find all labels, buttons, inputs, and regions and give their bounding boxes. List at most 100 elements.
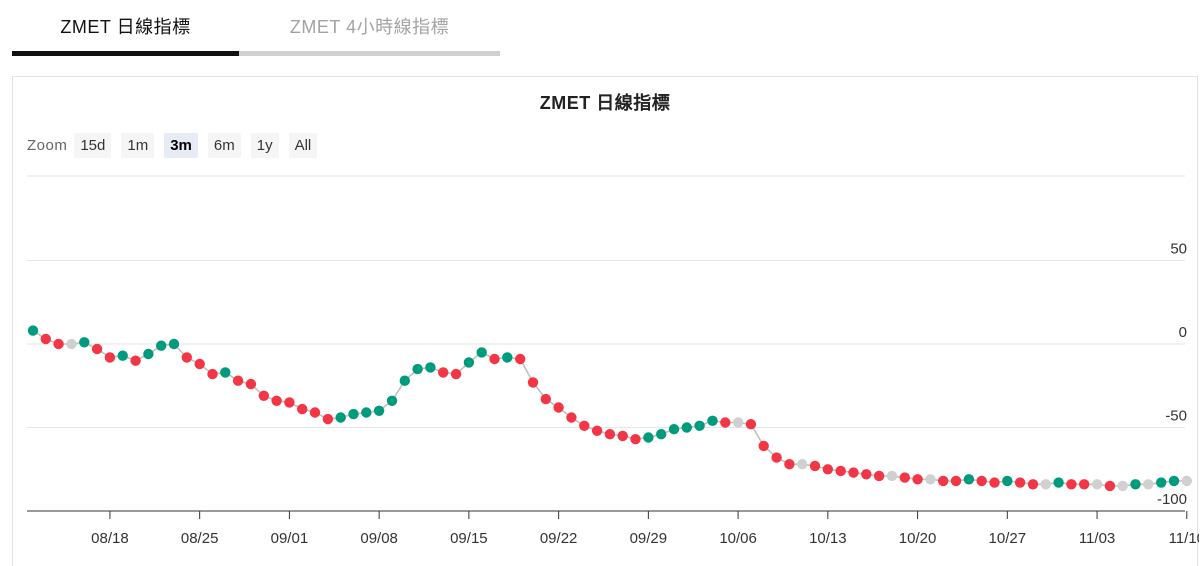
data-point[interactable]	[348, 408, 359, 420]
data-point[interactable]	[1104, 480, 1116, 492]
data-point[interactable]	[143, 348, 154, 360]
data-point[interactable]	[976, 475, 987, 487]
data-point[interactable]	[861, 469, 872, 480]
data-point[interactable]	[720, 417, 731, 428]
data-point[interactable]	[707, 415, 718, 426]
data-point[interactable]	[566, 412, 577, 423]
data-point[interactable]	[220, 367, 231, 378]
data-point[interactable]	[309, 407, 321, 418]
data-point[interactable]	[797, 459, 808, 470]
data-point[interactable]	[1066, 479, 1077, 490]
data-point[interactable]	[463, 357, 475, 368]
data-point[interactable]	[809, 460, 821, 472]
data-point[interactable]	[835, 465, 846, 477]
data-point[interactable]	[425, 362, 436, 373]
zoom-3m-button[interactable]: 3m	[164, 133, 198, 158]
data-point[interactable]	[694, 420, 705, 431]
data-point[interactable]	[1040, 479, 1052, 490]
data-point[interactable]	[950, 475, 962, 487]
data-point[interactable]	[617, 430, 628, 442]
data-point[interactable]	[373, 405, 385, 416]
data-point[interactable]	[27, 325, 39, 336]
data-point[interactable]	[66, 338, 77, 350]
data-point[interactable]	[117, 350, 128, 361]
zoom-6m-button[interactable]: 6m	[207, 133, 241, 158]
data-point[interactable]	[604, 429, 616, 440]
data-point[interactable]	[630, 434, 641, 445]
data-point[interactable]	[386, 395, 398, 406]
data-point[interactable]	[758, 440, 769, 452]
data-point[interactable]	[912, 474, 923, 485]
data-point[interactable]	[989, 477, 1000, 488]
data-point[interactable]	[130, 355, 141, 366]
data-point[interactable]	[438, 367, 449, 378]
data-point[interactable]	[40, 333, 51, 345]
data-point[interactable]	[1091, 479, 1103, 490]
zoom-all-button[interactable]: All	[288, 133, 318, 158]
data-point[interactable]	[104, 352, 116, 363]
data-point[interactable]	[873, 470, 885, 482]
data-point[interactable]	[822, 464, 833, 475]
data-point[interactable]	[643, 432, 654, 443]
data-point[interactable]	[476, 347, 487, 358]
data-point[interactable]	[745, 419, 757, 430]
data-point[interactable]	[361, 407, 372, 418]
data-point[interactable]	[886, 470, 898, 482]
data-point[interactable]	[963, 474, 975, 485]
data-point[interactable]	[156, 340, 167, 351]
data-point[interactable]	[91, 343, 103, 355]
data-point[interactable]	[245, 378, 257, 390]
data-point[interactable]	[181, 352, 192, 363]
data-point[interactable]	[681, 422, 692, 433]
data-point[interactable]	[527, 377, 539, 388]
zoom-15d-button[interactable]: 15d	[74, 133, 112, 158]
indicator-plot[interactable]: 50 0 -50 -100 08/18 08/25 09/01 09/08 09/15 09/22…	[13, 77, 1199, 563]
data-point[interactable]	[1002, 475, 1013, 487]
data-point[interactable]	[1181, 475, 1193, 487]
data-point[interactable]	[771, 452, 782, 463]
data-point[interactable]	[1079, 479, 1090, 490]
data-point[interactable]	[591, 425, 603, 436]
data-point[interactable]	[515, 353, 526, 365]
data-point[interactable]	[925, 474, 936, 485]
data-point[interactable]	[271, 395, 282, 406]
data-point[interactable]	[322, 413, 334, 425]
data-point[interactable]	[284, 397, 295, 408]
data-point[interactable]	[1053, 477, 1064, 488]
tab-daily-indicator[interactable]: ZMET 日線指標	[60, 17, 191, 37]
data-point[interactable]	[553, 402, 564, 413]
data-point[interactable]	[207, 368, 218, 380]
data-point[interactable]	[784, 459, 795, 470]
data-point[interactable]	[1130, 479, 1141, 490]
zoom-1y-button[interactable]: 1y	[250, 133, 279, 158]
data-point[interactable]	[1027, 479, 1039, 490]
data-point[interactable]	[540, 393, 551, 405]
data-point[interactable]	[335, 412, 346, 423]
zoom-1m-button[interactable]: 1m	[121, 133, 155, 158]
data-point[interactable]	[668, 424, 680, 435]
data-point[interactable]	[232, 375, 244, 386]
data-point[interactable]	[1143, 479, 1154, 490]
data-point[interactable]	[489, 353, 500, 365]
data-point[interactable]	[1168, 475, 1180, 487]
data-point[interactable]	[258, 390, 269, 401]
data-point[interactable]	[168, 338, 180, 350]
data-point[interactable]	[412, 363, 423, 375]
data-point[interactable]	[450, 368, 462, 380]
data-point[interactable]	[194, 358, 205, 370]
data-point[interactable]	[1156, 477, 1167, 488]
data-point[interactable]	[1014, 477, 1026, 488]
data-point[interactable]	[732, 417, 744, 428]
data-point[interactable]	[938, 475, 949, 487]
data-point[interactable]	[399, 375, 410, 386]
data-point[interactable]	[1117, 480, 1128, 492]
tab-4h-indicator[interactable]: ZMET 4小時線指標	[289, 17, 450, 37]
data-point[interactable]	[79, 337, 90, 348]
data-point[interactable]	[899, 472, 910, 483]
data-point[interactable]	[297, 403, 308, 415]
data-point[interactable]	[848, 467, 859, 478]
data-point[interactable]	[579, 420, 590, 431]
data-point[interactable]	[53, 338, 64, 350]
data-point[interactable]	[502, 352, 513, 363]
data-point[interactable]	[656, 429, 667, 440]
